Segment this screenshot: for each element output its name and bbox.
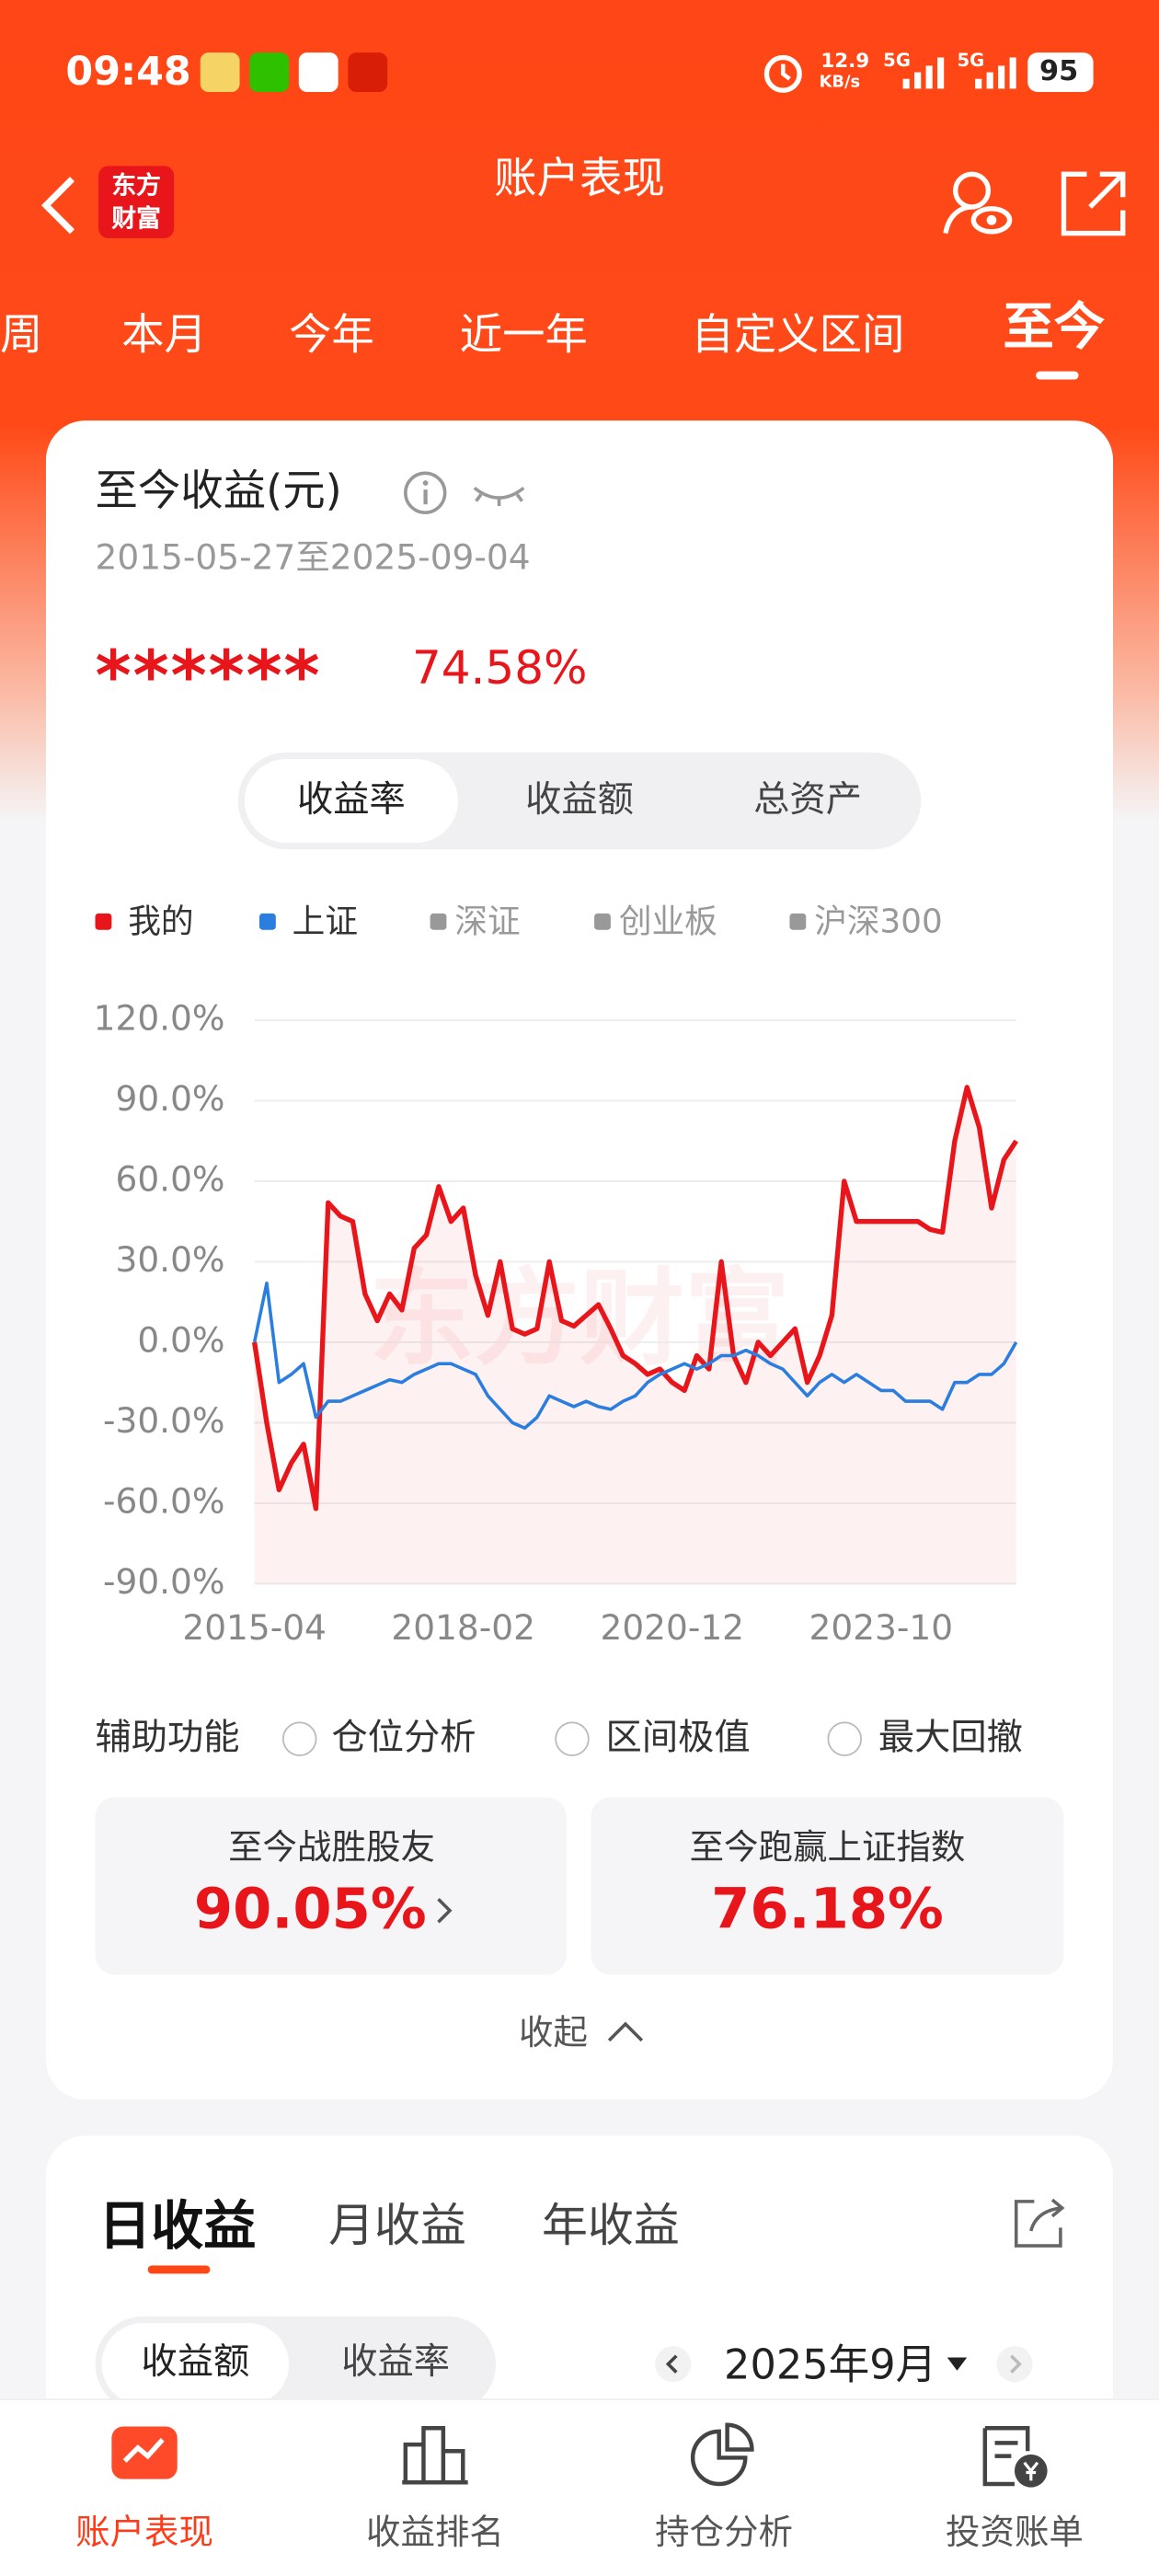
y-tick-label: 30.0% [116,1239,225,1280]
nav-icon[interactable] [400,2421,469,2487]
period-tab[interactable]: 今年 [289,311,374,361]
nav-icon[interactable] [690,2421,759,2487]
segment[interactable]: 收益额 [525,779,634,822]
aux-option[interactable]: 区间极值 [605,1718,751,1760]
aux-option[interactable]: 仓位分析 [331,1718,476,1760]
signal-icons [902,57,1016,89]
chevron-right [437,1898,453,1924]
net-speed-unit: KB/s [819,74,861,92]
toggle-active [101,2322,290,2406]
return-rate: 74.58% [411,640,588,696]
stat-box[interactable] [95,1797,567,1975]
legend-swatch [430,913,447,930]
collapse-button[interactable]: 收起 [518,2013,588,2053]
stat-value: 76.18% [711,1877,944,1943]
nav-label[interactable]: 收益排名 [365,2513,504,2552]
radio[interactable] [555,1721,590,1756]
nav-icon[interactable] [110,2421,179,2487]
legend-label: 深证 [454,903,520,941]
stat-box [591,1797,1064,1975]
battery-level: 95 [1039,55,1079,89]
nav-label[interactable]: 持仓分析 [655,2513,794,2552]
back-button[interactable] [33,172,83,237]
month-picker[interactable]: 2025年9月 [724,2340,937,2389]
alarm-icon [763,54,802,93]
x-tick-label: 2018-02 [391,1607,535,1648]
y-tick-label: 120.0% [94,997,225,1038]
caret-down [947,2357,968,2371]
app-icons [200,52,388,92]
logo-text: 东方 [111,170,161,201]
period-tab[interactable]: 周 [0,311,43,361]
network-type: 5G [957,50,985,72]
income-tab-active[interactable]: 日收益 [98,2194,257,2258]
legend-label: 上证 [293,903,358,941]
legend-swatch [594,913,611,930]
chart: 我的 上证 深证 创业板 沪深300东方财富-90.0%-60.0%-30.0%0.0%… [94,903,1018,1648]
toggle-option[interactable]: 收益额 [141,2342,250,2384]
toggle-option[interactable]: 收益率 [341,2342,451,2384]
radio[interactable] [827,1721,862,1756]
segment[interactable]: 收益率 [297,779,406,822]
share-icon[interactable] [1011,2195,1070,2251]
legend-swatch [789,913,807,930]
nav-label-active[interactable]: 账户表现 [75,2513,214,2552]
nav-label[interactable]: 投资账单 [945,2513,1084,2552]
net-speed: 12.9 [820,49,870,73]
period-tab[interactable]: 近一年 [459,311,588,361]
series-line [251,1085,1018,1512]
legend-label: 沪深300 [814,903,942,941]
legend-label: 我的 [128,903,193,941]
period-tab[interactable]: 自定义区间 [691,311,905,361]
battery [1027,52,1094,92]
segment[interactable]: 总资产 [753,779,862,822]
stat-label: 至今跑赢上证指数 [689,1827,966,1868]
bottom-nav [0,2398,1159,2576]
chevron-up [607,2021,644,2042]
stat-label: 至今战胜股友 [228,1827,435,1868]
y-tick-label: 90.0% [116,1078,225,1119]
amount-hidden: ****** [95,635,322,717]
y-tick-label: 60.0% [116,1158,225,1199]
network-type: 5G [883,50,911,72]
page-title: 账户表现 [494,155,665,205]
income-tab[interactable]: 月收益 [327,2198,466,2253]
tab-indicator [147,2265,211,2274]
y-tick-label: 0.0% [137,1319,224,1360]
y-tick-label: -60.0% [103,1480,225,1521]
time: 09:48 [65,48,191,95]
legend-swatch [258,913,276,930]
legend-swatch [95,913,112,930]
period-tab-active[interactable]: 至今 [1003,297,1106,358]
y-tick-label: -90.0% [103,1561,225,1602]
series-line [252,1281,1018,1431]
nav-icon[interactable] [979,2421,1051,2490]
radio[interactable] [281,1721,317,1756]
aux-label: 辅助功能 [95,1718,240,1760]
logo [98,166,175,238]
period-tab[interactable]: 本月 [121,311,207,361]
x-tick-label: 2023-10 [809,1607,954,1648]
account-icon[interactable] [939,165,1018,244]
prev-month[interactable] [653,2344,693,2384]
x-tick-label: 2020-12 [600,1607,744,1648]
x-tick-label: 2015-04 [182,1607,327,1648]
logo-text: 财富 [111,203,161,234]
stat-value: 90.05% [193,1877,427,1943]
date-range: 2015-05-27至2025-09-04 [95,537,531,578]
info-eye-icons[interactable] [402,468,534,518]
aux-option[interactable]: 最大回撤 [878,1718,1023,1760]
share-icon[interactable] [1057,167,1130,240]
y-tick-label: -30.0% [103,1400,225,1441]
income-tab[interactable]: 年收益 [541,2198,680,2253]
next-month[interactable] [995,2344,1035,2384]
summary-title: 至今收益(元) [95,466,342,517]
segment-active [244,758,458,844]
legend-label: 创业板 [619,903,717,941]
tab-indicator [1036,371,1079,380]
